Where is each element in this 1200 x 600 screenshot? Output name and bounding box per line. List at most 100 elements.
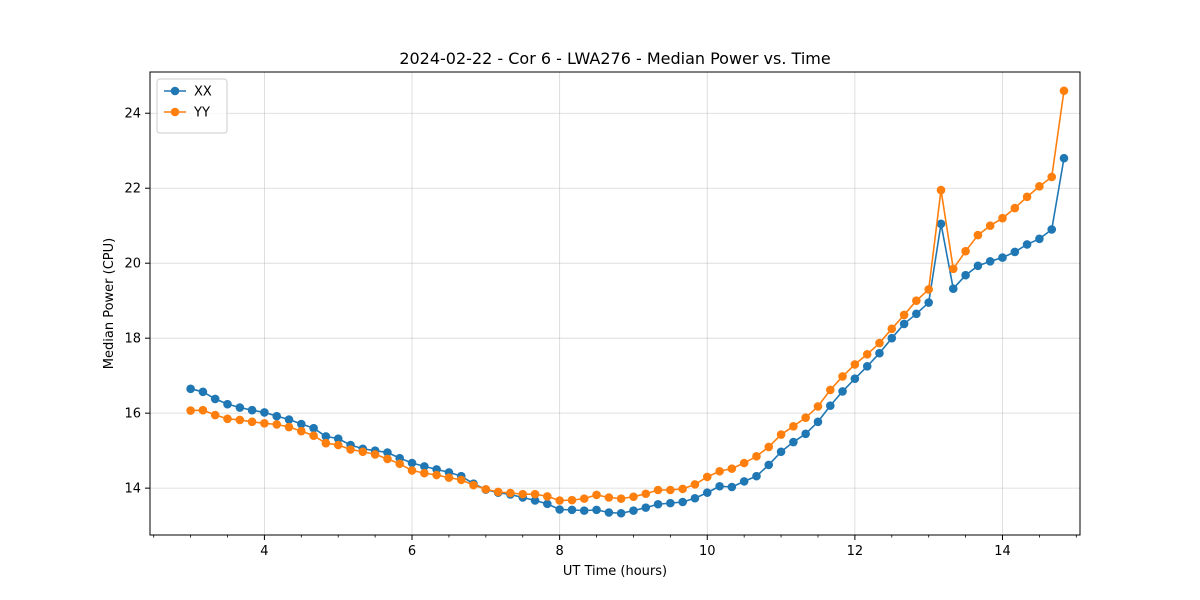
data-point-yy: [887, 324, 897, 334]
data-point-yy: [1010, 203, 1020, 213]
data-point-yy: [444, 473, 454, 482]
data-point-xx: [998, 253, 1007, 262]
data-point-xx: [715, 481, 724, 491]
data-point-yy: [998, 213, 1007, 223]
data-point-yy: [739, 458, 749, 468]
data-point-yy: [469, 480, 478, 490]
data-point-xx: [641, 503, 651, 512]
data-point-xx: [826, 401, 835, 410]
data-point-xx: [223, 399, 232, 409]
data-point-xx: [198, 387, 208, 397]
y-tick-label: 24: [124, 107, 141, 122]
y-tick-label: 22: [124, 182, 141, 197]
x-axis-label: UT Time (hours): [563, 564, 667, 579]
axes: 4 6 8 10 12 14 14 16 18 20 22 24: [124, 107, 1077, 559]
data-point-xx: [924, 298, 933, 307]
legend-box: [156, 78, 228, 134]
data-point-xx: [383, 448, 392, 457]
data-point-yy: [715, 466, 724, 476]
chart-title: 2024-02-22 - Cor 6 - LWA276 - Median Pow…: [399, 49, 830, 68]
data-point-xx: [813, 417, 823, 427]
data-point-yy: [764, 442, 774, 452]
data-point-xx: [555, 505, 564, 514]
data-point-xx: [936, 219, 946, 229]
data-point-yy: [604, 493, 614, 502]
legend: XX YY: [156, 78, 228, 134]
data-point-yy: [567, 495, 577, 505]
data-point-xx: [407, 458, 417, 468]
data-point-yy: [924, 285, 933, 294]
data-point-xx: [629, 506, 638, 515]
legend-label: YY: [193, 106, 210, 121]
data-point-xx: [678, 497, 687, 507]
data-point-yy: [493, 487, 503, 497]
data-point-yy: [629, 492, 638, 502]
grid: [150, 72, 1080, 535]
data-point-yy: [899, 310, 909, 320]
data-point-xx: [862, 362, 872, 371]
data-point-xx: [247, 405, 257, 415]
data-point-yy: [641, 489, 651, 499]
data-point-yy: [260, 418, 269, 428]
data-point-yy: [1059, 86, 1069, 96]
data-point-yy: [961, 246, 970, 256]
data-point-yy: [616, 494, 626, 503]
series-group: [186, 86, 1069, 518]
data-point-yy: [1022, 192, 1032, 202]
data-point-xx: [850, 374, 860, 383]
data-point-yy: [235, 415, 245, 425]
data-point-xx: [1010, 247, 1020, 257]
data-point-yy: [420, 468, 429, 478]
data-point-xx: [186, 384, 195, 394]
data-point-yy: [432, 470, 441, 480]
data-point-yy: [752, 451, 761, 461]
data-point-yy: [383, 454, 392, 464]
data-point-yy: [518, 489, 528, 499]
data-point-yy: [690, 480, 700, 489]
data-point-yy: [346, 445, 355, 454]
x-tick-label: 10: [699, 544, 716, 559]
series-yy: [186, 86, 1069, 505]
data-point-yy: [813, 402, 823, 411]
data-point-xx: [1035, 234, 1044, 244]
data-point-yy: [936, 185, 946, 195]
y-tick-label: 18: [124, 332, 141, 347]
data-point-yy: [678, 484, 687, 494]
data-point-yy: [284, 422, 294, 432]
data-point-yy: [297, 426, 306, 436]
data-point-yy: [506, 488, 515, 498]
data-point-yy: [727, 464, 737, 473]
data-point-yy: [370, 450, 380, 459]
data-point-yy: [666, 485, 675, 495]
data-point-xx: [653, 499, 663, 509]
data-point-yy: [789, 421, 798, 431]
data-point-xx: [321, 432, 331, 441]
data-point-xx: [1022, 240, 1032, 249]
legend-item-yy: YY: [164, 106, 210, 121]
data-point-yy: [186, 406, 195, 415]
data-point-yy: [555, 496, 564, 505]
data-point-yy: [850, 360, 860, 369]
x-tick-label: 4: [260, 544, 268, 559]
x-tick-label: 8: [556, 544, 564, 559]
data-point-yy: [862, 350, 872, 359]
data-point-xx: [420, 462, 429, 471]
data-point-yy: [333, 440, 343, 450]
data-point-xx: [530, 496, 540, 505]
data-point-xx: [567, 505, 577, 515]
data-point-yy: [358, 447, 368, 457]
data-point-xx: [838, 387, 847, 396]
data-point-yy: [592, 490, 601, 500]
x-tick-label: 12: [847, 544, 864, 559]
data-point-xx: [985, 257, 995, 266]
data-point-yy: [653, 485, 663, 495]
x-tick-label: 6: [408, 544, 416, 559]
data-point-yy: [1035, 182, 1044, 191]
data-point-xx: [875, 348, 884, 358]
y-axis-label: Median Power (CPU): [102, 238, 117, 369]
data-point-yy: [407, 466, 417, 475]
plot-frame: [149, 71, 1081, 536]
data-point-yy: [1047, 172, 1057, 182]
data-point-xx: [727, 482, 737, 492]
